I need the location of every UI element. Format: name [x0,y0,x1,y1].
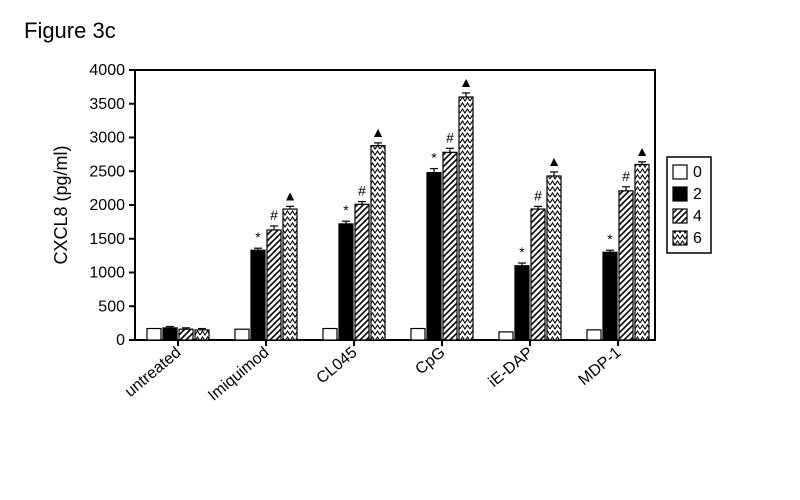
bar [371,146,385,340]
legend-label: 6 [693,230,702,247]
bar [427,173,441,340]
significance-marker: ▲ [547,153,561,169]
plot-area [135,70,655,340]
significance-marker: * [607,231,613,247]
significance-marker: # [622,168,630,184]
significance-marker: # [358,183,366,199]
y-tick-label: 2000 [89,197,125,214]
cxcl8-bar-chart: 0 500 1000 1500 2000 2500 3000 3500 4000 CXCL8 (p… [40,60,760,480]
bar [635,165,649,341]
bar [587,330,601,340]
significance-marker: * [255,229,261,245]
bar [251,250,265,340]
legend-swatch [673,165,687,179]
bar [235,329,249,340]
y-tick-label: 2500 [89,163,125,180]
legend-label: 4 [693,208,702,225]
bar [411,329,425,340]
significance-marker: ▲ [371,124,385,140]
x-category-label: CL045 [314,344,361,387]
bar [147,329,161,340]
significance-marker: # [534,187,542,203]
legend-label: 2 [693,186,702,203]
bar [515,266,529,340]
bar [459,97,473,340]
y-tick-label: 3500 [89,96,125,113]
significance-marker: ▲ [459,74,473,90]
y-axis-label: CXCL8 (pg/ml) [51,145,71,264]
significance-marker: ▲ [283,187,297,203]
bar [531,209,545,340]
bar [267,230,281,340]
x-category-label: untreated [122,344,185,400]
legend-swatch [673,231,687,245]
bar [283,209,297,340]
bar [179,329,193,340]
bar [195,330,209,340]
significance-marker: * [343,202,349,218]
bar [443,152,457,340]
y-tick-label: 0 [116,332,125,349]
legend-label: 0 [693,164,702,181]
x-category-label: Imiquimod [205,344,272,404]
bar [603,252,617,340]
y-tick-label: 1000 [89,265,125,282]
bar [163,328,177,340]
bar [619,191,633,340]
legend-swatch [673,209,687,223]
bar [499,332,513,340]
figure-label: Figure 3c [24,18,116,44]
bar [547,176,561,340]
significance-marker: * [431,150,437,166]
x-category-label: CpG [412,344,448,378]
x-category-label: iE-DAP [485,344,536,391]
y-tick-label: 1500 [89,231,125,248]
y-tick-label: 500 [98,298,125,315]
bar [355,204,369,340]
y-tick-label: 4000 [89,62,125,79]
x-category-label: MDP-1 [576,344,625,389]
significance-marker: # [270,207,278,223]
significance-marker: # [446,129,454,145]
bar [323,329,337,340]
significance-marker: * [519,244,525,260]
y-tick-label: 3000 [89,130,125,147]
legend-swatch [673,187,687,201]
significance-marker: ▲ [635,143,649,159]
bar [339,224,353,340]
